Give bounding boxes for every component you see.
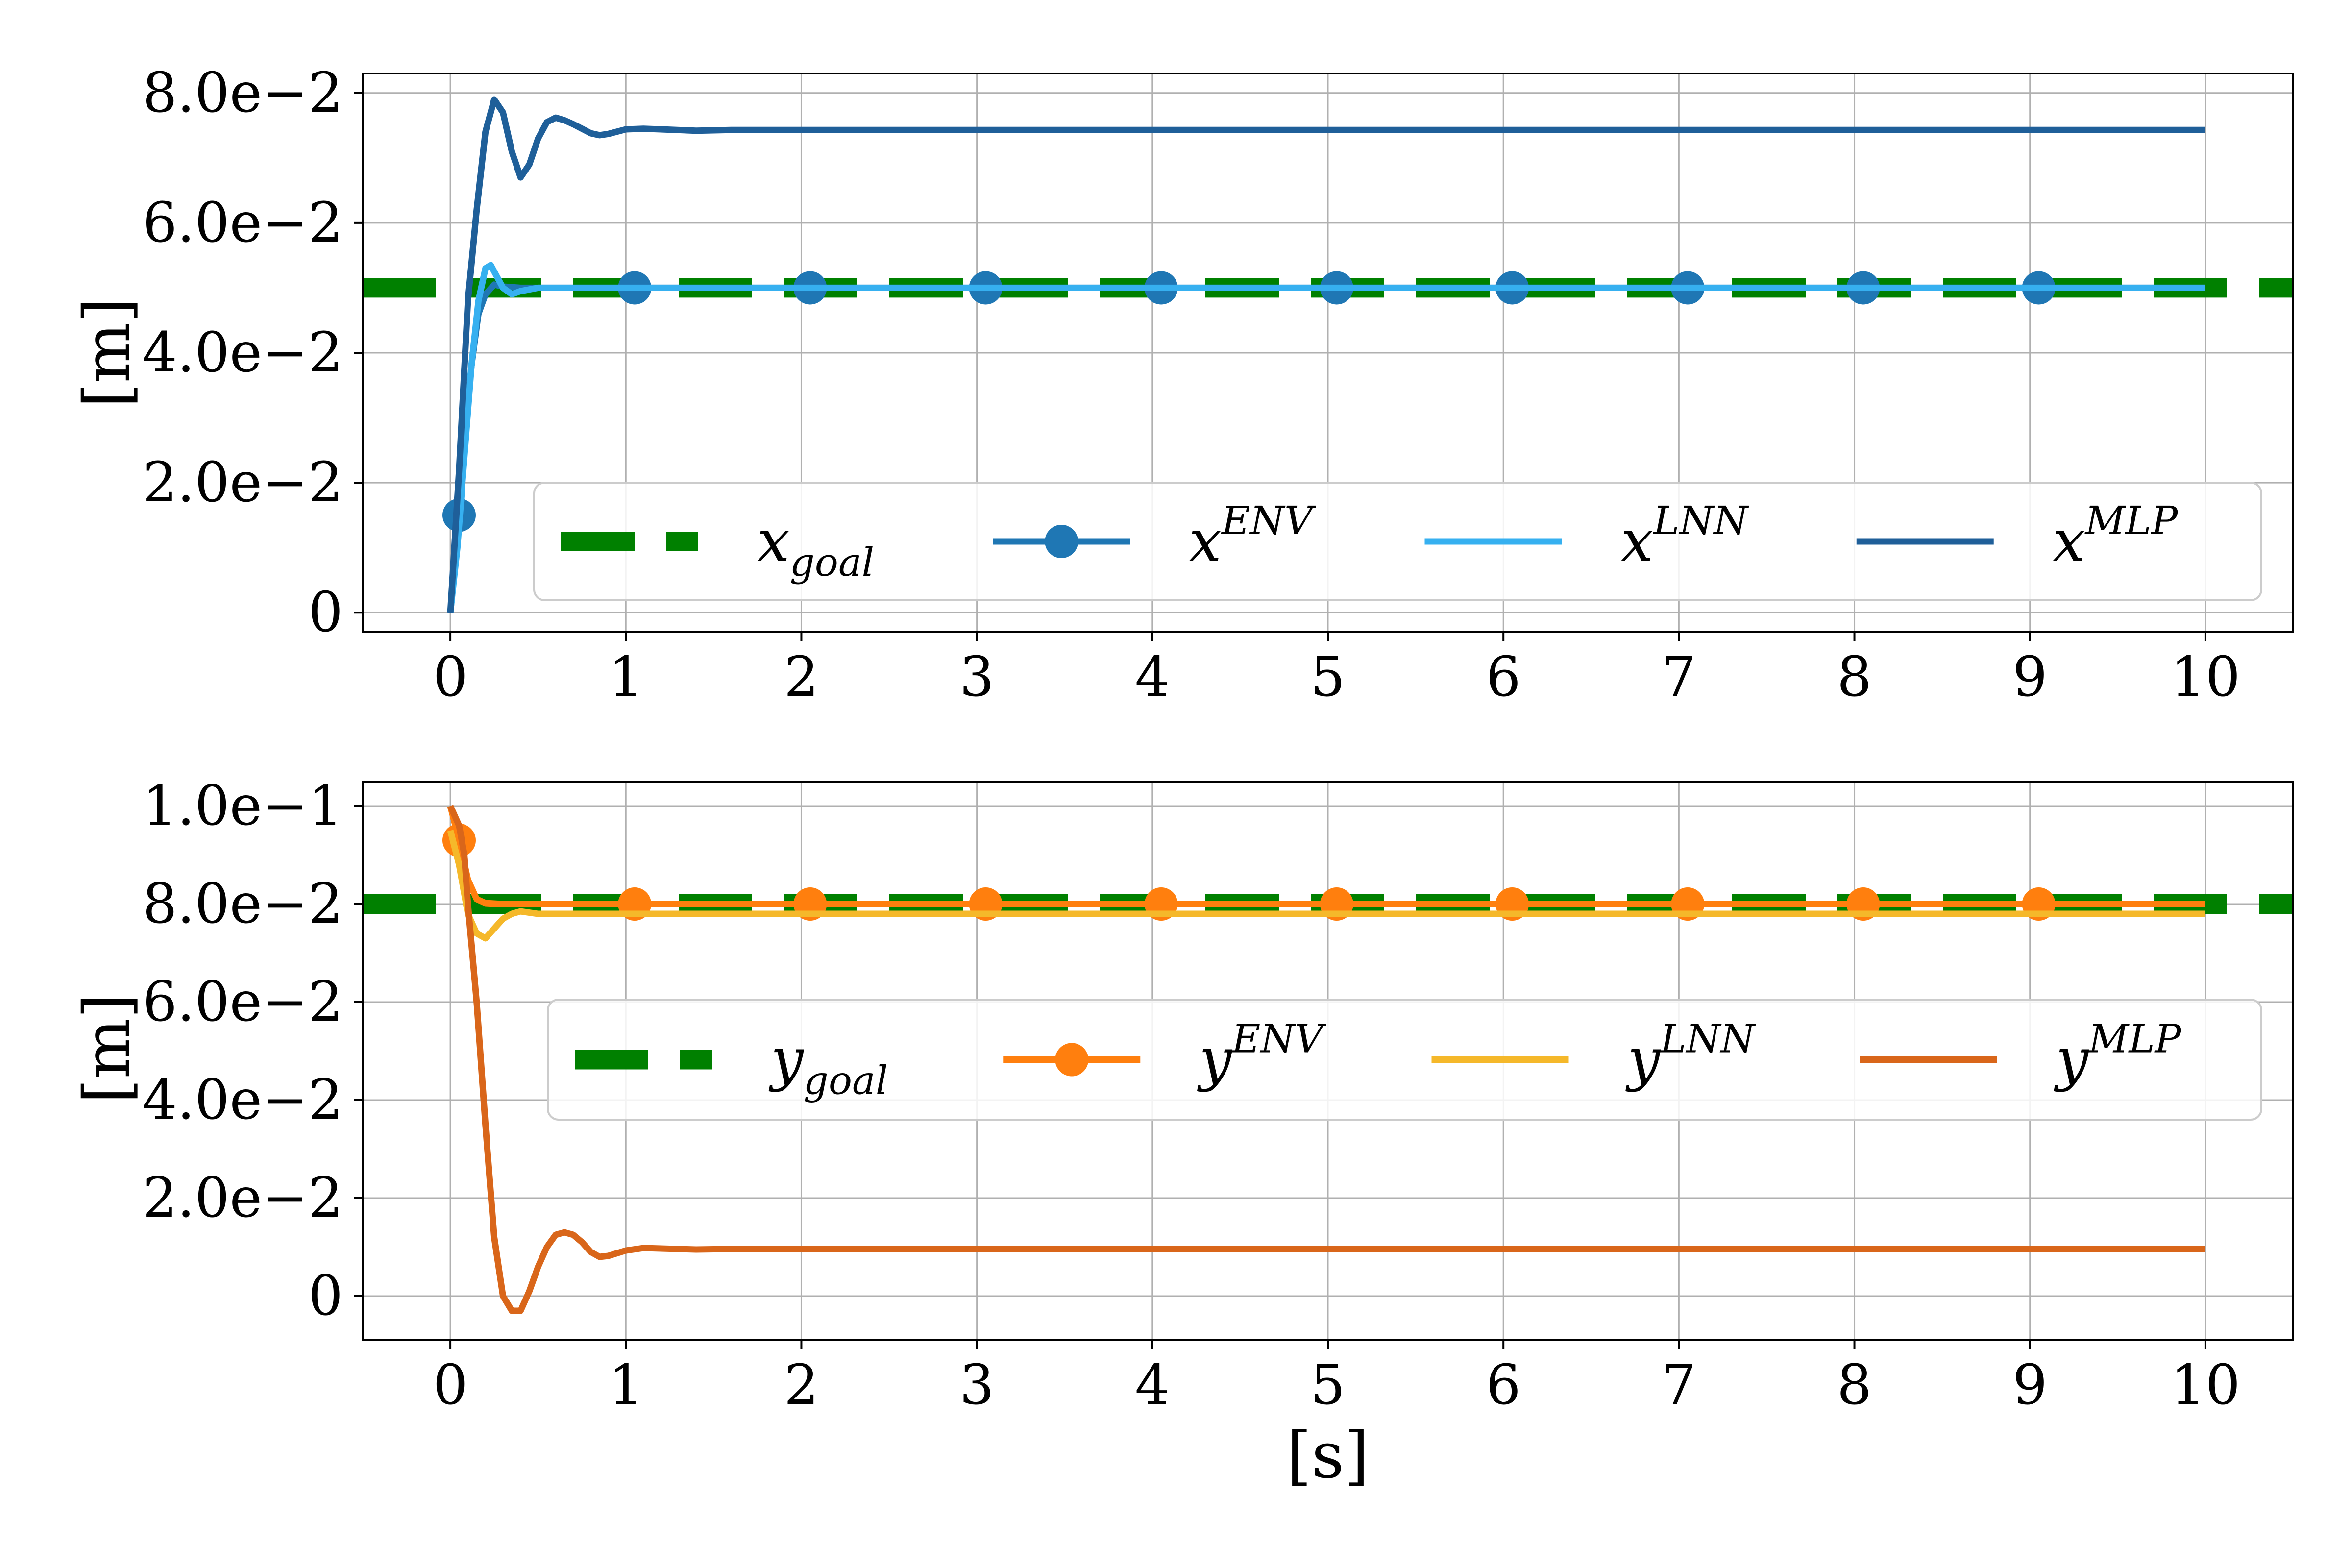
x-panel-legend: xgoal xENV xLNN xMLP <box>533 482 2262 601</box>
x-panel-x-tick-labels: 0 1 2 3 4 5 6 7 8 9 10 <box>433 632 2240 709</box>
y-tick-label: 8.0e−2 <box>143 872 343 936</box>
x-tick-label: 2 <box>784 1353 819 1417</box>
y-panel-legend: ygoal yENV yLNN yMLP <box>547 999 2262 1121</box>
legend-box <box>547 999 2262 1121</box>
y-panel-x-axis-label: [s] <box>1287 1418 1369 1493</box>
x-panel-series <box>363 96 2293 613</box>
legend-label: yENV <box>1197 1016 1326 1093</box>
x-tick-label: 8 <box>1837 645 1872 709</box>
x-tick-label: 0 <box>433 1353 467 1417</box>
x-tick-label: 9 <box>2012 645 2047 709</box>
y-tick-label: 6.0e−2 <box>143 191 343 255</box>
x-tick-label: 7 <box>1662 1353 1696 1417</box>
x-position-panel: 0 2.0e−2 4.0e−2 6.0e−2 8.0e−2 0 1 2 3 4 5 6 7 8 9 10 [… <box>70 61 2294 709</box>
y-tick-label: 4.0e−2 <box>143 1068 343 1132</box>
legend-label: xgoal <box>757 507 874 585</box>
x-tick-label: 8 <box>1837 1353 1872 1417</box>
legend-label: xMLP <box>2053 498 2179 575</box>
y-tick-label: 0 <box>308 581 343 644</box>
y-panel-series <box>363 805 2293 1314</box>
x-tick-label: 1 <box>609 1353 643 1417</box>
x-panel-y-tick-labels: 0 2.0e−2 4.0e−2 6.0e−2 8.0e−2 <box>143 61 363 644</box>
x-tick-label: 4 <box>1135 645 1170 709</box>
x-tick-label: 0 <box>433 645 467 709</box>
y-tick-label: 1.0e−1 <box>143 774 343 838</box>
y-tick-label: 2.0e−2 <box>143 451 343 514</box>
series-line-3 <box>447 805 2205 1314</box>
x-tick-label: 9 <box>2012 1353 2047 1417</box>
x-tick-label: 1 <box>609 645 643 709</box>
x-tick-label: 10 <box>2171 645 2241 709</box>
y-panel-y-tick-labels: 0 2.0e−2 4.0e−2 6.0e−2 8.0e−2 1.0e−1 <box>143 774 363 1328</box>
legend-box <box>533 482 2262 601</box>
y-panel-x-tick-labels: 0 1 2 3 4 5 6 7 8 9 10 <box>433 1340 2240 1417</box>
y-position-panel: 0 2.0e−2 4.0e−2 6.0e−2 8.0e−2 1.0e−1 0 1 2 3 4 5 6 7… <box>70 774 2294 1493</box>
legend-label: ygoal <box>768 1026 888 1103</box>
series-line-2 <box>447 262 2205 613</box>
legend-marker <box>1055 1043 1089 1077</box>
x-tick-label: 4 <box>1135 1353 1170 1417</box>
y-tick-label: 8.0e−2 <box>143 61 343 125</box>
y-tick-label: 2.0e−2 <box>143 1166 343 1230</box>
legend-label: xLNN <box>1621 498 1750 575</box>
x-panel-y-axis-label: [m] <box>70 298 145 408</box>
x-tick-label: 6 <box>1486 1353 1521 1417</box>
x-tick-label: 10 <box>2171 1353 2241 1417</box>
x-tick-label: 5 <box>1310 645 1345 709</box>
legend-label: xENV <box>1189 498 1316 575</box>
y-tick-label: 6.0e−2 <box>143 970 343 1034</box>
x-tick-label: 3 <box>959 1353 994 1417</box>
x-tick-label: 6 <box>1486 645 1521 709</box>
x-tick-label: 3 <box>959 645 994 709</box>
y-tick-label: 0 <box>308 1264 343 1328</box>
x-tick-label: 5 <box>1310 1353 1345 1417</box>
legend-label: yLNN <box>1625 1016 1757 1093</box>
series-line-3 <box>447 96 2205 613</box>
x-tick-label: 7 <box>1662 645 1696 709</box>
legend-marker <box>1045 525 1078 558</box>
y-tick-label: 4.0e−2 <box>143 321 343 385</box>
x-tick-label: 2 <box>784 645 819 709</box>
legend-label: yMLP <box>2054 1016 2182 1093</box>
y-panel-y-axis-label: [m] <box>70 994 145 1104</box>
